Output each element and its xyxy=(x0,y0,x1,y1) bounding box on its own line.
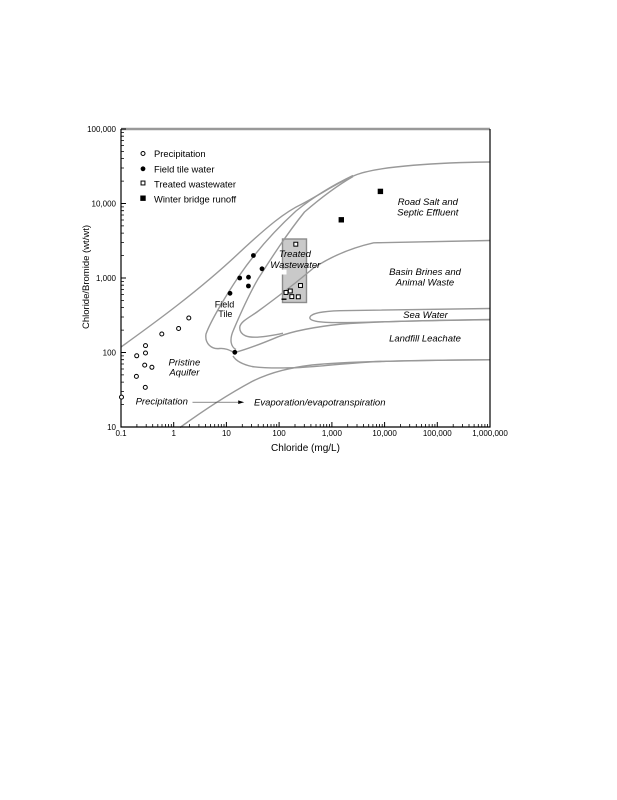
svg-text:Basin Brines and: Basin Brines and xyxy=(389,267,462,278)
svg-text:Sea Water: Sea Water xyxy=(403,310,449,321)
svg-text:Field: Field xyxy=(215,300,235,310)
svg-text:1,000: 1,000 xyxy=(322,429,343,438)
svg-text:Precipitation: Precipitation xyxy=(154,148,206,159)
svg-text:Winter bridge runoff: Winter bridge runoff xyxy=(154,194,237,205)
svg-text:100: 100 xyxy=(103,348,117,357)
svg-text:1,000,000: 1,000,000 xyxy=(472,429,508,438)
svg-text:Road Salt and: Road Salt and xyxy=(398,197,459,208)
svg-text:Field tile water: Field tile water xyxy=(154,163,214,174)
svg-text:Chloride (mg/L): Chloride (mg/L) xyxy=(271,443,340,454)
svg-text:100,000: 100,000 xyxy=(87,125,116,134)
svg-text:100: 100 xyxy=(272,429,286,438)
svg-text:Septic Effluent: Septic Effluent xyxy=(397,208,459,219)
svg-text:10: 10 xyxy=(107,423,116,432)
svg-text:Precipitation: Precipitation xyxy=(136,397,188,408)
svg-text:10: 10 xyxy=(222,429,231,438)
svg-text:Pristine: Pristine xyxy=(169,358,201,369)
svg-text:10,000: 10,000 xyxy=(372,429,397,438)
svg-text:Chloride/Bromide (wt/wt): Chloride/Bromide (wt/wt) xyxy=(81,225,92,329)
svg-text:Animal Waste: Animal Waste xyxy=(395,278,454,289)
svg-text:Tile: Tile xyxy=(218,309,232,319)
svg-text:Aquifer: Aquifer xyxy=(168,368,200,379)
svg-text:Treated: Treated xyxy=(279,249,312,260)
svg-text:0.1: 0.1 xyxy=(115,429,127,438)
svg-text:1,000: 1,000 xyxy=(96,274,117,283)
svg-text:Treated wastewater: Treated wastewater xyxy=(154,179,236,190)
svg-text:100,000: 100,000 xyxy=(423,429,452,438)
svg-text:Landfill Leachate: Landfill Leachate xyxy=(389,334,461,345)
svg-text:10,000: 10,000 xyxy=(92,199,117,208)
svg-text:Wastewater: Wastewater xyxy=(270,260,321,271)
svg-text:1: 1 xyxy=(171,429,176,438)
svg-text:Evaporation/evapotranspiration: Evaporation/evapotranspiration xyxy=(254,398,386,409)
